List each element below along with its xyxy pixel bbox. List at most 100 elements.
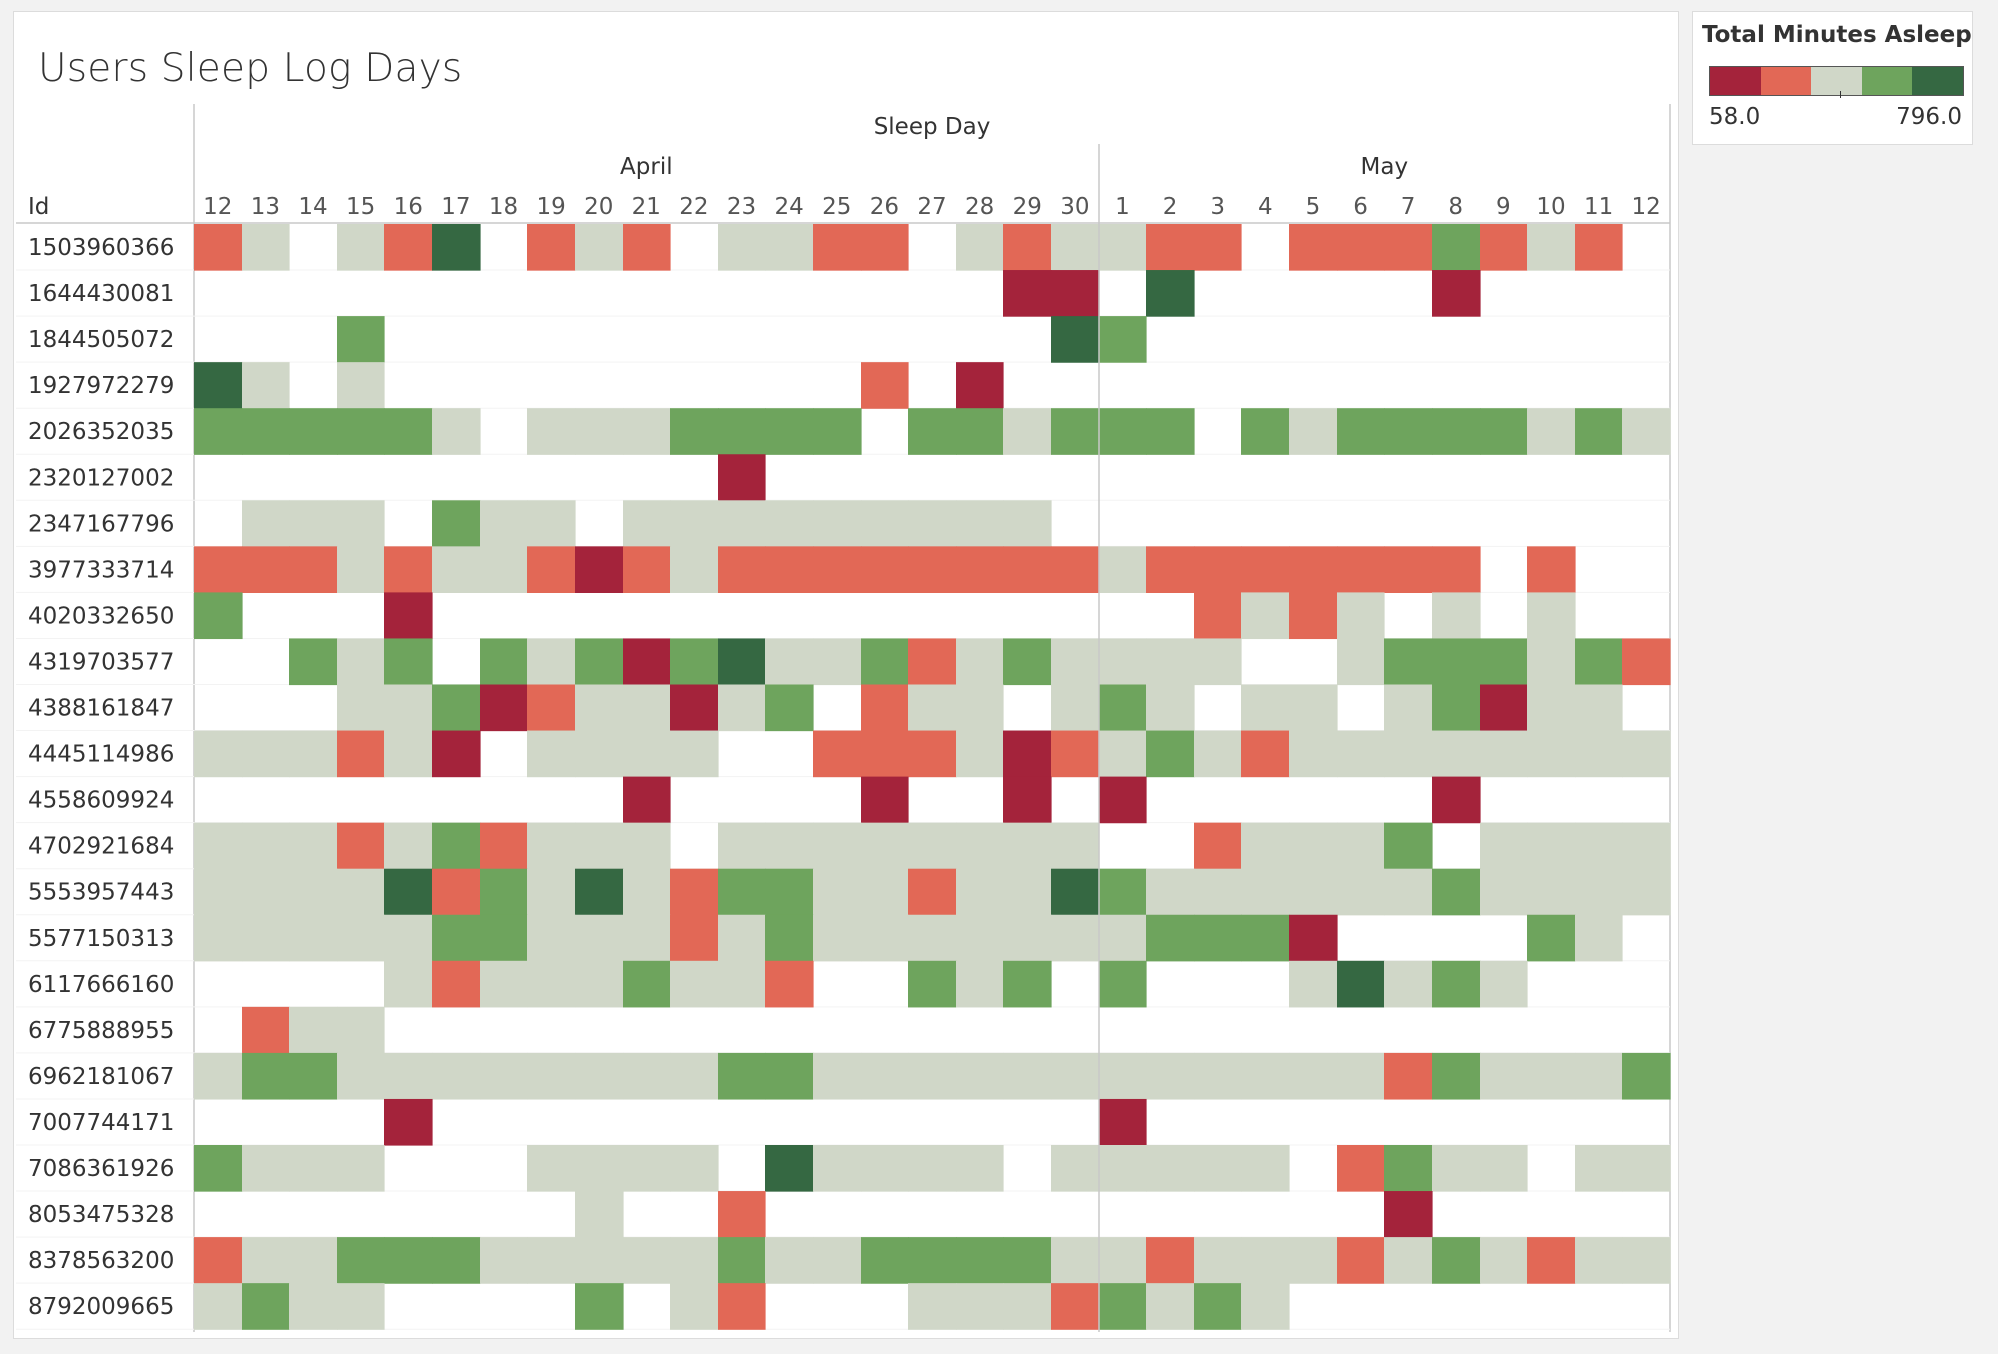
- heatmap-cell: [432, 868, 481, 916]
- heatmap-cell: [1337, 1237, 1385, 1284]
- heatmap-cell: [1051, 1145, 1100, 1192]
- heatmap-cell: [1289, 592, 1338, 640]
- row-id-label: 3977333714: [28, 557, 174, 583]
- heatmap-cell: [623, 1052, 671, 1100]
- heatmap-cell: [1337, 1145, 1385, 1192]
- heatmap-cell: [623, 224, 671, 271]
- heatmap-cell: [1480, 960, 1528, 1008]
- heatmap-cell: [908, 546, 957, 593]
- legend-swatch-4: [1912, 67, 1963, 95]
- heatmap-cell: [861, 776, 909, 824]
- heatmap-cell: [1099, 1237, 1147, 1284]
- heatmap-cell: [861, 224, 909, 271]
- heatmap-cell: [1241, 868, 1290, 916]
- heatmap-cell: [1146, 546, 1195, 593]
- heatmap-cell: [1099, 1098, 1147, 1146]
- heatmap-cell: [670, 960, 719, 1008]
- heatmap-cell: [1432, 730, 1481, 778]
- heatmap-cell: [242, 1145, 290, 1192]
- heatmap-cell: [1003, 546, 1052, 593]
- heatmap-cell: [384, 730, 433, 778]
- heatmap-cell: [194, 224, 243, 271]
- heatmap-cell: [242, 1237, 290, 1284]
- heatmap-cell: [289, 1283, 338, 1330]
- heatmap-cell: [432, 408, 481, 455]
- heatmap-cell: [908, 914, 957, 962]
- heatmap-cell: [527, 822, 576, 870]
- day-tick-label: 13: [251, 194, 280, 220]
- heatmap-cell: [718, 638, 766, 686]
- heatmap-cell: [289, 868, 338, 916]
- heatmap-cell: [337, 1006, 385, 1054]
- heatmap-cell: [1527, 730, 1576, 778]
- legend-center-tick: [1840, 91, 1841, 98]
- heatmap-cell: [1480, 638, 1528, 686]
- heatmap-cell: [337, 868, 385, 916]
- heatmap-cell: [956, 224, 1004, 271]
- row-id-label: 8378563200: [28, 1248, 174, 1274]
- heatmap-cell: [670, 684, 719, 732]
- heatmap-cell: [1432, 1237, 1481, 1284]
- heatmap-cell: [1194, 592, 1242, 640]
- heatmap-cell: [1527, 914, 1576, 962]
- heatmap-cell: [1099, 960, 1147, 1008]
- heatmap-cell: [813, 868, 862, 916]
- heatmap-cell: [1384, 822, 1433, 870]
- heatmap-cell: [1194, 638, 1242, 686]
- heatmap-cell: [480, 546, 528, 593]
- heatmap-cell: [1384, 730, 1433, 778]
- heatmap-cell: [1003, 1052, 1052, 1100]
- heatmap-cell: [1432, 1145, 1481, 1192]
- heatmap-cell: [1241, 1145, 1290, 1192]
- heatmap-cell: [623, 546, 671, 593]
- heatmap-cell: [1432, 684, 1481, 732]
- heatmap-cell: [527, 546, 576, 593]
- heatmap-cell: [1003, 776, 1052, 824]
- heatmap-cell: [384, 638, 433, 686]
- heatmap-cell: [337, 316, 385, 363]
- heatmap-cell: [194, 822, 243, 870]
- heatmap-cell: [765, 224, 814, 271]
- heatmap-cell: [384, 1237, 433, 1284]
- heatmap-cell: [194, 730, 243, 778]
- heatmap-cell: [1194, 1052, 1242, 1100]
- heatmap-cell: [1527, 224, 1576, 271]
- heatmap-cell: [1432, 776, 1481, 824]
- day-tick-label: 28: [965, 194, 994, 220]
- heatmap-cell: [1480, 1145, 1528, 1192]
- heatmap-cell: [1051, 684, 1100, 732]
- row-id-label: 4020332650: [28, 603, 174, 629]
- heatmap-cell: [1337, 1052, 1385, 1100]
- day-tick-label: 1: [1115, 194, 1130, 220]
- day-tick-label: 21: [632, 194, 661, 220]
- day-tick-label: 23: [727, 194, 756, 220]
- heatmap-cell: [527, 684, 576, 732]
- heatmap-cell: [432, 960, 481, 1008]
- heatmap-cell: [813, 500, 862, 547]
- heatmap-cell: [289, 546, 338, 593]
- heatmap-cell: [670, 1052, 719, 1100]
- heatmap-cell: [1575, 1237, 1623, 1284]
- color-legend[interactable]: Total Minutes Asleep 58.0 796.0: [1692, 11, 1973, 145]
- heatmap-cell: [1432, 546, 1481, 593]
- heatmap-cell: [1289, 822, 1338, 870]
- heatmap-cell: [813, 224, 862, 271]
- heatmap-cell: [1432, 1052, 1481, 1100]
- heatmap-cell: [242, 224, 290, 271]
- heatmap-cell: [1003, 730, 1052, 778]
- heatmap-cell: [384, 1052, 433, 1100]
- heatmap-cell: [575, 1052, 624, 1100]
- heatmap-cell: [1575, 408, 1623, 455]
- heatmap-cell: [1194, 914, 1242, 962]
- day-tick-label: 4: [1258, 194, 1273, 220]
- month-label-may: May: [1361, 154, 1409, 180]
- heatmap-cell: [1432, 638, 1481, 686]
- heatmap-cell: [337, 1052, 385, 1100]
- heatmap-cell: [194, 546, 243, 593]
- heatmap-cell: [1480, 408, 1528, 455]
- heatmap-cell: [432, 1237, 481, 1284]
- heatmap-cell: [194, 1283, 243, 1330]
- heatmap-cell: [480, 1052, 528, 1100]
- heatmap-cell: [623, 638, 671, 686]
- heatmap-cell: [289, 638, 338, 686]
